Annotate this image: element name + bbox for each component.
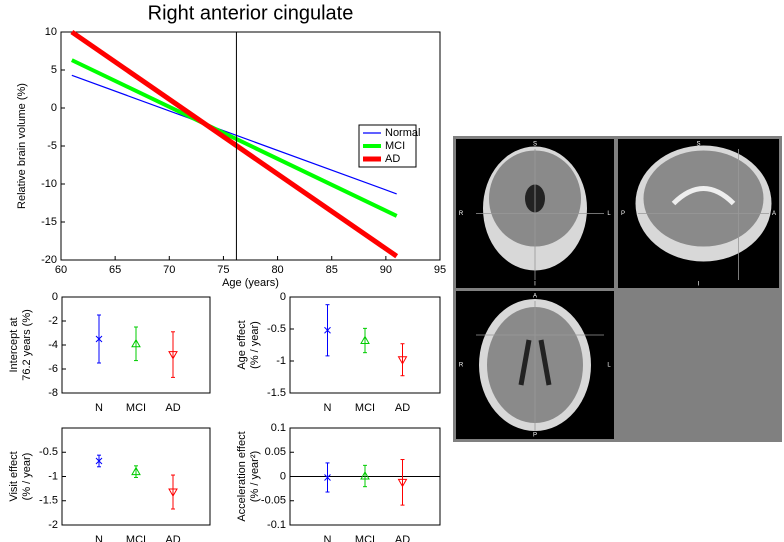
x-tick-label: MCI (355, 402, 375, 414)
x-tick-label: MCI (355, 534, 375, 542)
x-axis-label: Age (years) (222, 277, 279, 289)
y-tick-label: 0 (51, 102, 57, 114)
marker (131, 466, 141, 476)
x-tick-label: 70 (163, 264, 175, 276)
x-tick-label: AD (165, 402, 180, 414)
orientation-label: A (772, 211, 776, 217)
y-axis-label: Visit effect (8, 451, 20, 501)
error-bar (134, 326, 138, 362)
y-tick-label: -1.5 (267, 387, 286, 399)
y-tick-label: -8 (48, 387, 58, 399)
y-tick-label: -1 (48, 470, 58, 482)
marker (131, 338, 141, 348)
brain (643, 150, 764, 247)
marker (324, 474, 331, 481)
x-tick-label: 75 (217, 264, 229, 276)
x-tick-label: 90 (380, 264, 392, 276)
marker (360, 335, 370, 345)
x-tick-label: AD (395, 402, 410, 414)
y-tick-label: -6 (48, 363, 58, 375)
x-tick-label: MCI (126, 534, 146, 542)
series-line (71, 74, 397, 195)
error-bar (400, 459, 405, 506)
orientation-label: P (533, 433, 537, 439)
marker (397, 478, 408, 488)
x-tick-label: 65 (109, 264, 121, 276)
y-axis-label: (% / year) (249, 321, 261, 369)
marker (397, 356, 408, 365)
error-bar (171, 331, 175, 378)
orientation-label: L (607, 363, 611, 369)
y-tick-label: 0 (280, 291, 286, 303)
marker (95, 335, 103, 343)
error-bar (363, 327, 367, 354)
legend-label: MCI (385, 140, 405, 152)
marker (360, 471, 370, 480)
y-tick-label: 0.1 (271, 422, 286, 434)
y-tick-label: 0.05 (265, 446, 286, 458)
y-axis-label: 76.2 years (%) (21, 309, 33, 381)
y-tick-label: 0 (280, 470, 286, 482)
y-tick-label: -1 (276, 355, 286, 367)
y-tick-label: -0.1 (267, 519, 286, 531)
marker (168, 488, 178, 498)
y-tick-label: 10 (45, 26, 57, 38)
x-tick-label: 95 (434, 264, 446, 276)
y-tick-label: -0.05 (261, 495, 286, 507)
error-bar (171, 474, 175, 510)
orientation-label: I (534, 282, 536, 288)
orientation-label: R (459, 211, 464, 217)
chart-title: Right anterior cingulate (148, 2, 354, 24)
orientation-label: I (698, 282, 700, 288)
series-line (70, 29, 399, 259)
y-tick-label: -4 (48, 339, 58, 351)
y-axis-label: Acceleration effect (236, 431, 248, 521)
x-tick-label: AD (165, 534, 180, 542)
y-tick-label: -15 (41, 216, 57, 228)
error-bar (363, 464, 367, 488)
orientation-label: A (533, 294, 537, 300)
orientation-label: P (621, 211, 625, 217)
x-tick-label: AD (395, 534, 410, 542)
x-tick-label: N (95, 534, 103, 542)
orientation-label: S (533, 142, 537, 148)
orientation-label: S (696, 142, 700, 148)
legend-label: AD (385, 153, 400, 165)
x-tick-label: N (324, 534, 332, 542)
x-tick-label: 60 (55, 264, 67, 276)
y-tick-label: -0.5 (39, 446, 58, 458)
y-axis-label: Age effect (236, 320, 248, 369)
y-tick-label: -10 (41, 178, 57, 190)
y-tick-label: 5 (51, 64, 57, 76)
x-tick-label: MCI (126, 402, 146, 414)
x-tick-label: 85 (326, 264, 338, 276)
marker (95, 457, 103, 465)
y-tick-label: -5 (47, 140, 57, 152)
y-tick-label: -2 (48, 519, 58, 531)
y-tick-label: -1.5 (39, 495, 58, 507)
y-tick-label: -20 (41, 254, 57, 266)
x-tick-label: N (324, 402, 332, 414)
y-tick-label: -0.5 (267, 323, 286, 335)
marker (324, 326, 331, 334)
ventricle (518, 339, 552, 386)
x-tick-label: 80 (271, 264, 283, 276)
orientation-label: R (459, 363, 464, 369)
x-tick-label: N (95, 402, 103, 414)
y-axis-label: Relative brain volume (%) (16, 83, 28, 209)
y-axis-label: (% / year²) (249, 451, 261, 502)
marker (168, 351, 178, 360)
series-line (70, 58, 398, 218)
error-bar (400, 343, 405, 377)
corpus-callosum (671, 186, 736, 206)
y-tick-label: -2 (48, 315, 58, 327)
orientation-label: L (607, 211, 611, 217)
legend-label: Normal (385, 127, 420, 139)
y-axis-label: Intercept at (8, 317, 20, 372)
y-tick-label: 0 (52, 291, 58, 303)
y-axis-label: (% / year) (21, 453, 33, 501)
